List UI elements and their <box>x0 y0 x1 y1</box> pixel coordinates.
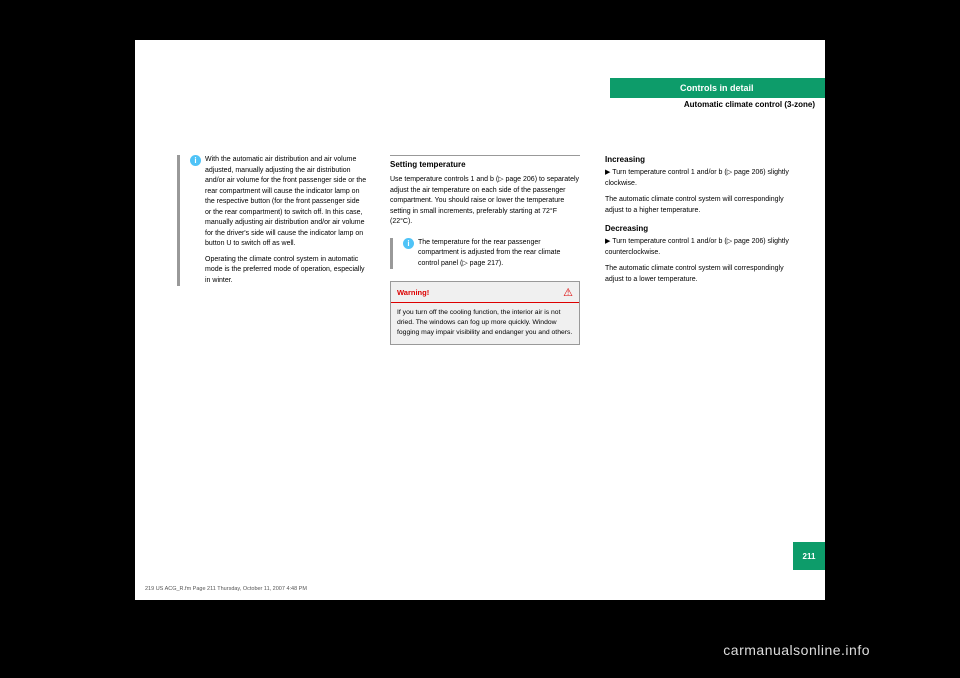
section-title: Setting temperature <box>390 155 580 169</box>
note-box: i With the automatic air distribution an… <box>177 155 367 286</box>
info-icon: i <box>403 238 414 249</box>
column-1: i With the automatic air distribution an… <box>177 155 367 291</box>
note-paragraph: The temperature for the rear passenger c… <box>418 238 580 270</box>
column-3: Increasing ▶ Turn temperature control 1 … <box>605 155 795 291</box>
watermark: carmanualsonline.info <box>723 642 870 658</box>
warning-body: If you turn off the cooling function, th… <box>391 303 579 344</box>
note-paragraph-2: Operating the climate control system in … <box>205 255 367 287</box>
body-text: Use temperature controls 1 and b (▷ page… <box>390 175 580 228</box>
increasing-heading: Increasing <box>605 155 795 164</box>
header-title: Controls in detail <box>680 83 754 93</box>
page-number-tab: 211 <box>793 542 825 570</box>
warning-header: Warning! ⚠ <box>391 282 579 303</box>
decreasing-result: The automatic climate control system wil… <box>605 264 795 285</box>
manual-page: Controls in detail Automatic climate con… <box>135 40 825 600</box>
note-text-2: The temperature for the rear passenger c… <box>403 238 580 270</box>
decreasing-heading: Decreasing <box>605 224 795 233</box>
decreasing-step: ▶ Turn temperature control 1 and/or b (▷… <box>605 237 795 258</box>
info-icon: i <box>190 155 201 166</box>
increasing-step: ▶ Turn temperature control 1 and/or b (▷… <box>605 168 795 189</box>
header-band: Controls in detail <box>610 78 825 98</box>
header-subtitle: Automatic climate control (3-zone) <box>684 100 815 109</box>
note-box-2: i The temperature for the rear passenger… <box>390 238 580 270</box>
footer-text: 219 US ACG_R.fm Page 211 Thursday, Octob… <box>145 586 307 592</box>
warning-title: Warning! <box>397 288 429 297</box>
warning-box: Warning! ⚠ If you turn off the cooling f… <box>390 281 580 345</box>
page-number: 211 <box>803 552 816 561</box>
warning-triangle-icon: ⚠ <box>563 286 573 299</box>
increasing-result: The automatic climate control system wil… <box>605 195 795 216</box>
note-paragraph-1: With the automatic air distribution and … <box>205 155 367 250</box>
column-2: Setting temperature Use temperature cont… <box>390 155 580 345</box>
note-text: With the automatic air distribution and … <box>190 155 367 286</box>
